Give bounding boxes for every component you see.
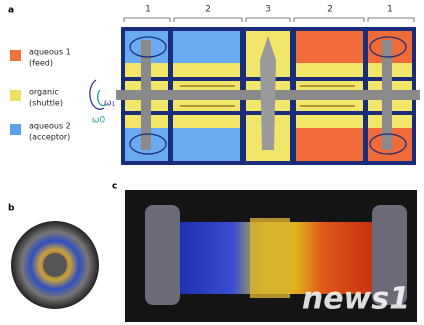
panel-label: a [8, 6, 14, 16]
device-hub [43, 253, 67, 277]
rotation-arrow [89, 79, 105, 110]
legend-swatch [10, 124, 21, 135]
section-number: 3 [265, 5, 271, 15]
legend-label: aqueous 2 [29, 122, 71, 131]
watermark: news1 [302, 282, 410, 317]
extractor-diagram [116, 27, 420, 165]
legend-note: (feed) [29, 59, 53, 68]
section-number: 2 [327, 5, 333, 15]
section-number: 1 [387, 5, 393, 15]
panel-label: c [112, 182, 117, 192]
legend-note: (shuttle) [29, 99, 63, 108]
legend-label: organic [29, 88, 59, 97]
section-number: 1 [145, 5, 151, 15]
legend-label: aqueous 1 [29, 48, 71, 57]
end-cap [372, 205, 407, 305]
rotation-label: ω₁ [104, 99, 116, 109]
rotation-label: ω0 [92, 116, 106, 126]
panel-label: b [8, 204, 15, 214]
section-number: 2 [205, 5, 211, 15]
legend-note: (acceptor) [29, 133, 70, 142]
legend-swatch [10, 90, 21, 101]
tube-center [250, 218, 290, 298]
legend-swatch [10, 50, 21, 61]
rotation-arrow [97, 89, 107, 107]
end-cap [145, 205, 180, 305]
brackets [123, 17, 415, 22]
